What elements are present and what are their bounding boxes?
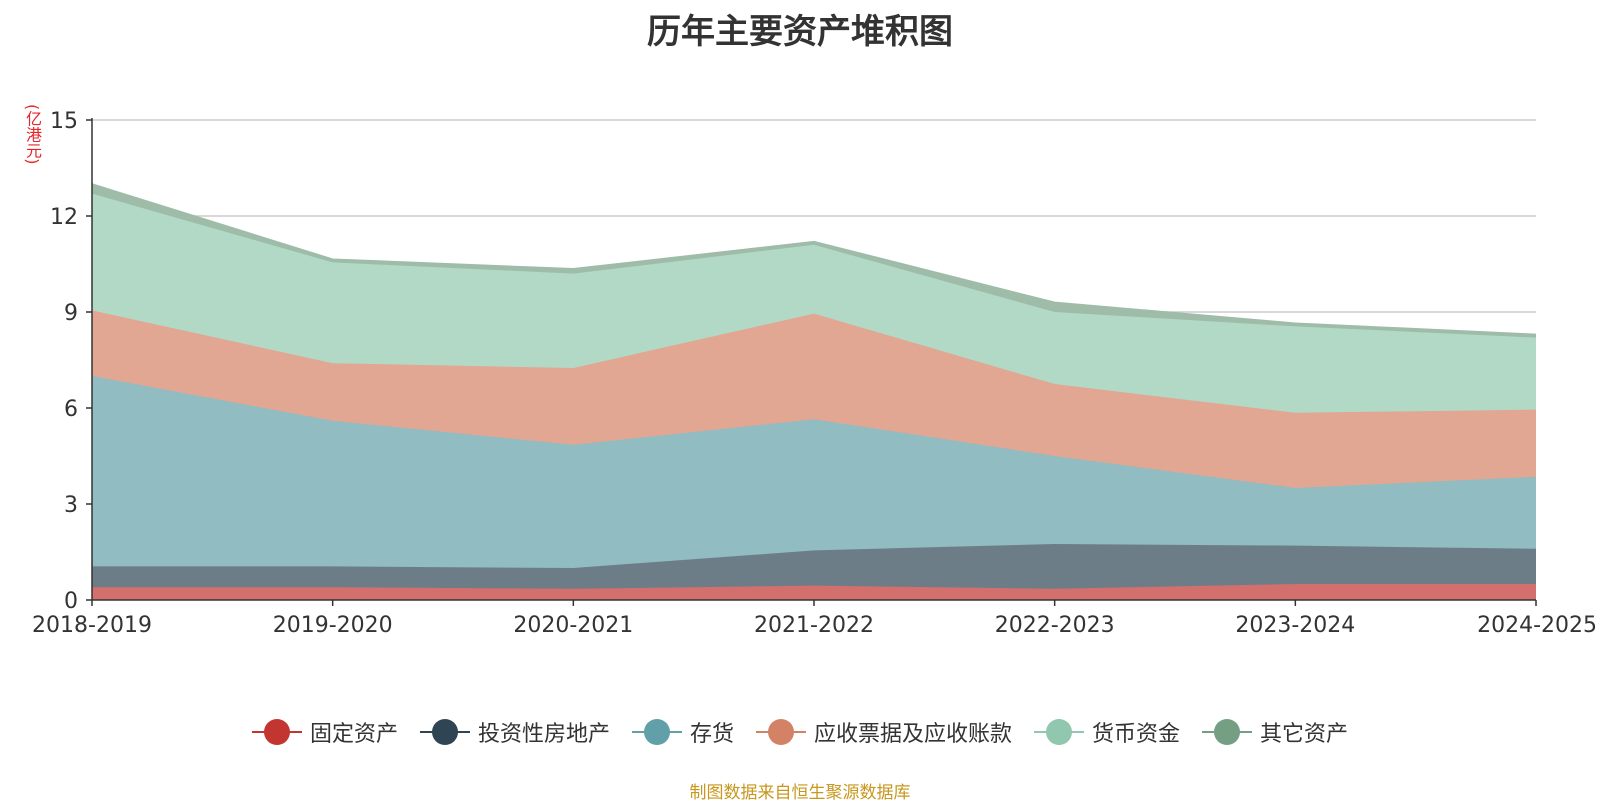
area-series-layer xyxy=(91,183,1537,600)
legend-marker-icon xyxy=(251,719,302,745)
axes: 0 3 6 9 12 15 2018-2019 2019-2020 2020-2021 2021-… xyxy=(32,109,1597,638)
y-tick-label: 15 xyxy=(50,109,78,134)
x-tick-label: 2022-2023 xyxy=(995,613,1115,638)
legend-item-5[interactable]: 货币资金 xyxy=(1034,716,1180,748)
x-tick-label: 2020-2021 xyxy=(513,613,633,638)
area-series-2 xyxy=(92,544,1536,589)
chart-title: 历年主要资产堆积图 xyxy=(647,12,953,52)
stacked-area-chart: 0 3 6 9 12 15 2018-2019 2019-2020 2020-2021 2021-… xyxy=(32,109,1597,638)
x-tick-label: 2024-2025 xyxy=(1477,613,1597,638)
legend-item-4[interactable]: 应收票据及应收账款 xyxy=(756,716,1012,748)
legend-item-3[interactable]: 存货 xyxy=(631,716,734,748)
x-tick-label: 2021-2022 xyxy=(754,613,874,638)
y-tick-label: 9 xyxy=(64,301,78,326)
legend-label: 应收票据及应收账款 xyxy=(814,722,1013,747)
legend-label: 投资性房地产 xyxy=(477,722,610,747)
source-note: 制图数据来自恒生聚源数据库 xyxy=(689,783,911,803)
x-tick-label: 2018-2019 xyxy=(32,613,152,638)
legend-item-1[interactable]: 固定资产 xyxy=(251,716,398,748)
legend-marker-icon xyxy=(1034,719,1085,745)
x-tick-label: 2023-2024 xyxy=(1235,613,1355,638)
y-tick-label: 12 xyxy=(50,205,78,230)
legend-marker-icon xyxy=(631,719,682,745)
y-tick-label: 6 xyxy=(64,397,78,422)
x-tick-label: 2019-2020 xyxy=(273,613,393,638)
legend-marker-icon xyxy=(419,719,470,745)
area-series-5 xyxy=(92,193,1536,413)
legend: 固定资产 投资性房地产 存货 应收票据及应收账款 货币资金 其它资产 xyxy=(0,716,1600,748)
area-series-1 xyxy=(92,584,1536,600)
legend-marker-icon xyxy=(1202,719,1253,745)
legend-item-6[interactable]: 其它资产 xyxy=(1202,716,1348,748)
legend-marker-icon xyxy=(756,719,806,745)
area-series-edge-6 xyxy=(91,183,1537,336)
legend-label: 存货 xyxy=(689,722,734,747)
area-series-4 xyxy=(92,310,1536,488)
y-tick-label: 3 xyxy=(64,493,78,518)
legend-label: 货币资金 xyxy=(1092,722,1181,747)
area-series-3 xyxy=(92,376,1536,568)
legend-item-2[interactable]: 投资性房地产 xyxy=(419,716,610,748)
y-axis-unit-label: (亿港元) xyxy=(23,104,42,165)
legend-label: 其它资产 xyxy=(1260,722,1349,747)
legend-label: 固定资产 xyxy=(309,722,398,747)
y-tick-label: 0 xyxy=(64,589,78,614)
